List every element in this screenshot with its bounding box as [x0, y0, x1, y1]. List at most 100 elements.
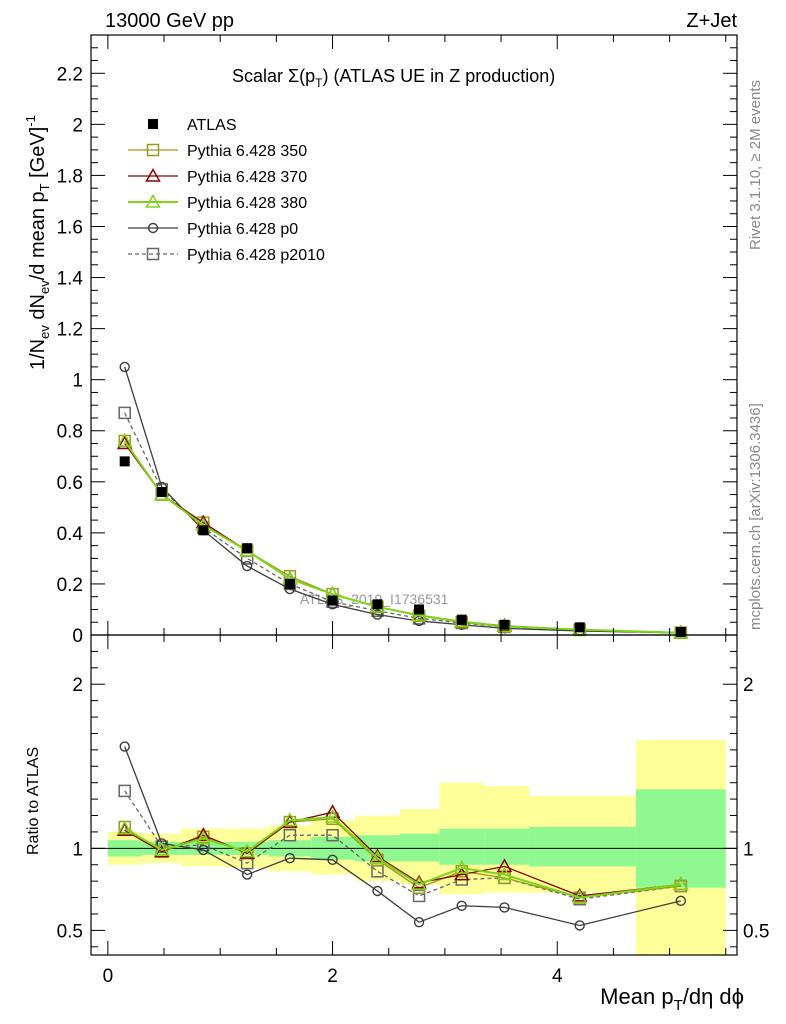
ratio-ytick-label-right-0: 0.5: [743, 921, 769, 942]
main-point-p0-0: [119, 361, 130, 373]
legend-marker-p2010: [146, 247, 160, 261]
band-inner-10: [529, 827, 636, 867]
main-ytick-label-9: 1.8: [57, 166, 83, 187]
legend-label-1: Pythia 6.428 350: [187, 143, 307, 160]
ratio-point-p380-1: [153, 841, 170, 856]
main-point-atlas-9: [499, 619, 510, 630]
axes: 0 0.2 0.4 0.6 0.8 1 1.2 1.4 1.6 1.8 2 2.2 0.5 0.5 1 1 2 2…: [57, 34, 769, 987]
ratio-uncertainty-bands: [107, 740, 726, 955]
x-axis-label: Mean pT/dη dϕ: [600, 984, 744, 1014]
main-ytick-label-1: 0.2: [57, 575, 83, 596]
ratio-point-p0-10: [574, 920, 585, 931]
legend-label-5: Pythia 6.428 p2010: [187, 247, 325, 264]
main-point-atlas-8: [456, 614, 467, 625]
ratio-line-p0: [124, 746, 681, 927]
legend-marker-p370: [145, 167, 161, 182]
band-inner-11: [635, 789, 726, 888]
xtick-label-0: 0: [103, 966, 114, 987]
main-ytick-label-8: 1.6: [57, 217, 83, 238]
ratio-point-p380-2: [195, 830, 212, 845]
main-point-atlas-10: [574, 622, 585, 633]
ratio-point-p380-10: [571, 889, 588, 904]
legend-marker-atlas: [148, 119, 158, 129]
ratio-point-p0-4: [284, 852, 296, 864]
main-point-p0-3: [241, 560, 253, 572]
ratio-ytick-label-left-1: 1: [72, 839, 83, 860]
ratio-panel-series: [116, 741, 689, 931]
ratio-axis-label: Ratio to ATLAS: [25, 747, 42, 855]
main-ytick-label-6: 1.2: [57, 320, 83, 341]
ratio-point-p0-1: [156, 838, 167, 849]
ratio-point-p2010-5: [326, 828, 339, 842]
main-point-atlas-0: [119, 456, 130, 467]
ratio-point-p380-3: [239, 843, 255, 858]
main-ytick-label-2: 0.4: [57, 524, 84, 545]
ratio-point-p0-9: [499, 902, 510, 913]
band-inner-7: [399, 833, 440, 862]
main-point-atlas-7: [414, 604, 425, 615]
legend-label-0: ATLAS: [187, 117, 237, 134]
ratio-point-p370-1: [153, 843, 170, 858]
ratio-point-p380-7: [411, 876, 427, 891]
ratio-point-p2010-0: [118, 784, 131, 798]
ratio-point-p370-2: [195, 827, 212, 841]
ratio-point-p380-5: [324, 809, 341, 823]
main-point-p380-0: [116, 432, 133, 447]
main-ytick-label-11: 2.2: [57, 64, 83, 85]
main-ytick-label-10: 2: [72, 115, 83, 136]
main-point-atlas-5: [327, 595, 338, 606]
ratio-line-p370: [124, 811, 681, 897]
ratio-point-p380-4: [282, 812, 298, 827]
ratio-frame: [90, 634, 738, 956]
main-point-p370-0: [116, 435, 133, 450]
main-panel-series: [116, 361, 689, 639]
y-axis-label: 1/Nev dNev/d mean pT [GeV]-1: [23, 115, 52, 370]
main-point-p2010-0: [118, 406, 131, 420]
main-point-p380-7: [411, 607, 427, 622]
ratio-point-p0-3: [241, 869, 253, 880]
xtick-label-1: 2: [327, 966, 338, 987]
legend-label-3: Pythia 6.428 380: [187, 195, 307, 212]
ratio-point-p380-6: [369, 850, 386, 864]
main-point-atlas-11: [675, 626, 686, 637]
ratio-ytick-label-right-2: 2: [743, 675, 754, 696]
main-point-p0-6: [372, 609, 383, 620]
ratio-ytick-label-left-0: 0.5: [57, 921, 83, 942]
ratio-ytick-label-left-2: 2: [72, 675, 83, 696]
band-inner-8: [439, 828, 485, 865]
ratio-point-p350-5: [326, 812, 339, 826]
ratio-line-p350: [124, 818, 681, 899]
main-line-p380: [123, 440, 681, 634]
legend-marker-p0: [147, 222, 159, 234]
ratio-point-p2010-7: [412, 889, 426, 903]
legend-marker-p350: [146, 143, 160, 157]
legend-label-2: Pythia 6.428 370: [187, 169, 307, 186]
ratio-point-p0-5: [327, 854, 338, 866]
rivet-version-label: Rivet 3.1.10, ≥ 2M events: [747, 80, 764, 250]
ratio-line-p380: [124, 816, 681, 899]
ratio-point-p0-6: [372, 885, 383, 897]
main-ytick-label-4: 0.8: [57, 422, 83, 443]
ratio-point-p0-11: [675, 895, 687, 907]
ratio-point-p2010-4: [283, 828, 297, 842]
main-point-atlas-2: [198, 525, 209, 536]
ratio-point-p0-2: [198, 844, 209, 856]
main-ytick-label-0: 0: [72, 626, 83, 647]
ratio-point-p380-0: [116, 820, 133, 835]
band-inner-9: [484, 828, 530, 865]
header-beam-label: 13000 GeV pp: [105, 10, 234, 32]
ratio-ytick-label-right-1: 1: [743, 839, 754, 860]
ratio-point-p370-3: [239, 845, 255, 860]
main-point-atlas-1: [156, 487, 167, 498]
legend: ATLAS Pythia 6.428 350 Pythia 6.428 370 Pyt…: [128, 117, 325, 264]
ratio-point-p0-8: [456, 900, 467, 911]
main-line-p0: [124, 366, 681, 634]
main-ytick-label-7: 1.4: [57, 269, 84, 290]
ratio-point-p380-8: [453, 860, 470, 874]
legend-marker-p380: [145, 193, 161, 208]
main-ytick-label-5: 1: [72, 371, 83, 392]
ratio-point-p370-10: [571, 887, 588, 902]
ratio-point-p0-0: [119, 741, 130, 752]
ratio-point-p370-9: [496, 858, 513, 873]
